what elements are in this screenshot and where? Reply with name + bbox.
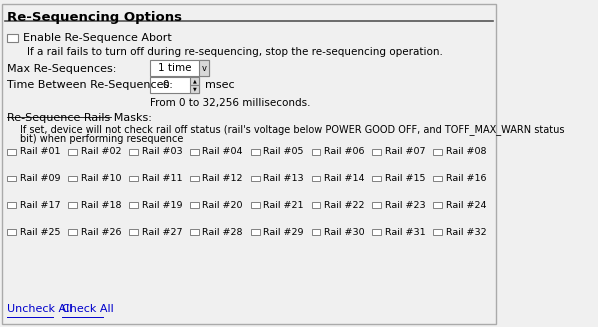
Text: Rail #07: Rail #07 [385,147,425,156]
Text: ▲: ▲ [193,78,197,83]
Bar [312,176,321,181]
Bar [190,77,199,85]
Bar [373,229,382,235]
Text: Rail #19: Rail #19 [142,201,182,210]
Bar [8,149,17,155]
Bar [68,149,77,155]
Text: Rail #09: Rail #09 [20,174,60,183]
Text: Rail #27: Rail #27 [142,228,182,237]
Text: Rail #26: Rail #26 [81,228,121,237]
Text: Rail #11: Rail #11 [142,174,182,183]
Bar [129,149,138,155]
Bar [68,176,77,181]
Bar [129,202,138,208]
Bar [150,77,199,93]
Text: Rail #28: Rail #28 [202,228,243,237]
Text: 1 time: 1 time [158,63,191,73]
Bar [433,149,442,155]
Bar [129,176,138,181]
Text: Rail #03: Rail #03 [142,147,182,156]
Bar [251,202,260,208]
Text: If a rail fails to turn off during re-sequencing, stop the re-sequencing operati: If a rail fails to turn off during re-se… [28,47,443,58]
Text: Rail #24: Rail #24 [446,201,486,210]
Bar [8,176,17,181]
Text: Rail #31: Rail #31 [385,228,425,237]
Bar [251,229,260,235]
Text: 0: 0 [162,80,169,90]
Text: Rail #13: Rail #13 [263,174,304,183]
Bar [190,229,199,235]
Text: v: v [202,64,207,73]
Text: Rail #29: Rail #29 [263,228,304,237]
Bar [373,176,382,181]
Bar [150,60,209,76]
Text: Rail #01: Rail #01 [20,147,60,156]
Bar [433,176,442,181]
Bar [190,149,199,155]
Text: Enable Re-Sequence Abort: Enable Re-Sequence Abort [23,33,172,43]
Text: From 0 to 32,256 milliseconds.: From 0 to 32,256 milliseconds. [150,98,310,108]
Bar [312,229,321,235]
Text: msec: msec [205,80,235,90]
Bar [190,202,199,208]
Text: Rail #18: Rail #18 [81,201,121,210]
Bar [251,149,260,155]
Text: Rail #21: Rail #21 [263,201,304,210]
Text: Rail #12: Rail #12 [202,174,243,183]
Text: Rail #08: Rail #08 [446,147,486,156]
Text: Uncheck All: Uncheck All [8,304,73,314]
Bar [8,229,17,235]
Text: Rail #30: Rail #30 [324,228,365,237]
Text: Rail #20: Rail #20 [202,201,243,210]
Text: Rail #23: Rail #23 [385,201,425,210]
Bar [312,202,321,208]
Bar [129,229,138,235]
Bar [190,176,199,181]
Text: If set, device will not check rail off status (rail's voltage below POWER GOOD O: If set, device will not check rail off s… [20,124,565,135]
Bar [433,229,442,235]
Bar [373,202,382,208]
Text: Rail #05: Rail #05 [263,147,304,156]
Bar [312,149,321,155]
Text: Re-Sequencing Options: Re-Sequencing Options [8,11,182,25]
Text: ▼: ▼ [193,86,197,91]
Bar [199,60,209,76]
Bar [68,202,77,208]
Text: Max Re-Sequences:: Max Re-Sequences: [8,64,117,74]
Bar [68,229,77,235]
Bar [190,85,199,93]
Bar [8,34,19,42]
Bar [251,176,260,181]
Text: Rail #22: Rail #22 [324,201,364,210]
Text: bit) when performing resequence: bit) when performing resequence [20,134,184,144]
Text: Rail #32: Rail #32 [446,228,486,237]
Text: Rail #04: Rail #04 [202,147,243,156]
Text: Time Between Re-Sequences:: Time Between Re-Sequences: [8,80,173,90]
Text: Rail #14: Rail #14 [324,174,364,183]
Bar [8,202,17,208]
Bar [373,149,382,155]
Text: Rail #06: Rail #06 [324,147,364,156]
Text: Rail #02: Rail #02 [81,147,121,156]
Text: Rail #15: Rail #15 [385,174,425,183]
Bar [433,202,442,208]
Text: Re-Sequence Rails Masks:: Re-Sequence Rails Masks: [8,113,152,123]
Text: Rail #17: Rail #17 [20,201,60,210]
Text: Rail #10: Rail #10 [81,174,121,183]
Text: Check All: Check All [62,304,114,314]
Text: Rail #25: Rail #25 [20,228,60,237]
Text: Rail #16: Rail #16 [446,174,486,183]
